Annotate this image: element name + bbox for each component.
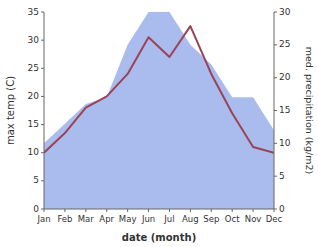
y-tick-label: 35 xyxy=(28,7,39,17)
x-axis-line xyxy=(44,209,274,210)
y2-tick xyxy=(274,12,277,13)
x-tick xyxy=(232,209,233,212)
y2-tick-label: 15 xyxy=(279,105,290,115)
x-tick-label: Aug xyxy=(182,214,199,224)
y-tick-label: 25 xyxy=(28,63,39,73)
x-tick-label: Jun xyxy=(141,214,155,224)
plot-area xyxy=(44,12,274,209)
y-tick-label: 0 xyxy=(33,204,39,214)
x-tick-label: Sep xyxy=(203,214,219,224)
axes: 0 5 10 15 20 25 30 35 0 5 10 15 20 25 30 Jan Feb Mar Apr Ma… xyxy=(28,7,291,225)
x-axis-label: date (month) xyxy=(122,232,196,243)
y2-tick xyxy=(274,77,277,78)
x-tick xyxy=(190,209,191,212)
y2-tick-label: 0 xyxy=(279,204,285,214)
y2-tick-label: 5 xyxy=(279,171,285,181)
x-tick xyxy=(253,209,254,212)
y-tick-label: 30 xyxy=(28,35,40,45)
y-tick xyxy=(41,40,44,41)
y2-tick xyxy=(274,44,277,45)
y2-tick-label: 20 xyxy=(279,72,291,82)
y-tick-label: 5 xyxy=(33,175,39,185)
x-tick xyxy=(274,209,275,212)
x-tick-label: Jul xyxy=(163,214,174,224)
x-tick-label: Dec xyxy=(266,214,283,224)
y-tick-label: 20 xyxy=(28,91,40,101)
y2-tick-label: 10 xyxy=(279,138,291,148)
x-tick xyxy=(169,209,170,212)
y-tick xyxy=(41,12,44,13)
y2-axis-label: med. precipitation (kg/m2) xyxy=(304,47,315,174)
y-axis-line xyxy=(44,12,45,209)
chart: 0 5 10 15 20 25 30 35 0 5 10 15 20 25 30 Jan Feb Mar Apr Ma… xyxy=(0,0,318,247)
x-tick xyxy=(148,209,149,212)
x-tick-label: Oct xyxy=(225,214,240,224)
y2-tick-label: 30 xyxy=(279,7,291,17)
x-tick xyxy=(44,209,45,212)
precipitation-area xyxy=(44,12,274,209)
x-tick xyxy=(85,209,86,212)
x-tick-label: Jan xyxy=(36,214,50,224)
y-axis-label: max temp (C) xyxy=(5,76,16,145)
x-tick xyxy=(211,209,212,212)
x-tick xyxy=(64,209,65,212)
x-tick-label: Apr xyxy=(99,214,114,224)
y-tick xyxy=(41,124,44,125)
x-tick xyxy=(106,209,107,212)
temperature-line xyxy=(44,26,274,153)
chart-container: 0 5 10 15 20 25 30 35 0 5 10 15 20 25 30 Jan Feb Mar Apr Ma… xyxy=(0,0,318,247)
y-tick-label: 15 xyxy=(28,119,39,129)
x-tick-label: Feb xyxy=(57,214,72,224)
x-tick-label: May xyxy=(119,214,137,224)
y2-tick-label: 25 xyxy=(279,39,290,49)
y2-tick xyxy=(274,143,277,144)
y2-tick xyxy=(274,176,277,177)
x-tick-label: Nov xyxy=(245,214,262,224)
y-tick xyxy=(41,152,44,153)
y2-tick xyxy=(274,110,277,111)
y-tick-label: 10 xyxy=(28,147,40,157)
y-tick xyxy=(41,96,44,97)
x-tick xyxy=(127,209,128,212)
y-tick xyxy=(41,68,44,69)
y-tick xyxy=(41,180,44,181)
x-tick-label: Mar xyxy=(78,214,95,224)
